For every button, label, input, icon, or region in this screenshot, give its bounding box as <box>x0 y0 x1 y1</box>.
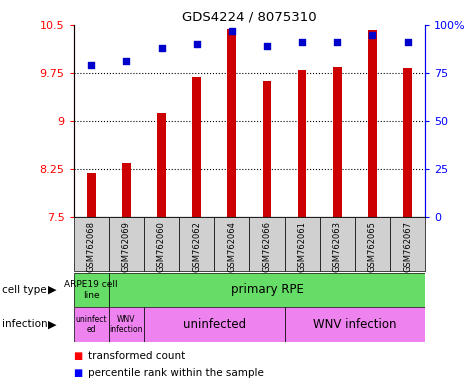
Point <box>263 43 271 49</box>
Bar <box>179 217 214 271</box>
Text: ▶: ▶ <box>48 285 56 295</box>
Point <box>369 31 376 38</box>
Bar <box>263 81 271 217</box>
Text: WNV infection: WNV infection <box>313 318 397 331</box>
Text: GSM762065: GSM762065 <box>368 221 377 271</box>
Bar <box>285 307 425 342</box>
Point <box>87 62 95 68</box>
Text: GSM762062: GSM762062 <box>192 221 201 271</box>
Point <box>158 45 165 51</box>
Bar <box>403 68 412 217</box>
Bar <box>298 70 306 217</box>
Bar <box>144 307 285 342</box>
Text: infection: infection <box>2 319 48 329</box>
Text: GSM762064: GSM762064 <box>228 221 236 271</box>
Bar <box>285 217 320 271</box>
Bar <box>368 30 377 217</box>
Text: ARPE19 cell
line: ARPE19 cell line <box>65 280 118 300</box>
Bar <box>122 162 131 217</box>
Text: ▶: ▶ <box>48 319 56 329</box>
Text: ■: ■ <box>74 351 83 361</box>
Bar <box>157 113 166 217</box>
Text: primary RPE: primary RPE <box>230 283 304 296</box>
Text: transformed count: transformed count <box>88 351 185 361</box>
Bar <box>192 78 201 217</box>
Text: WNV
infection: WNV infection <box>110 315 143 334</box>
Text: percentile rank within the sample: percentile rank within the sample <box>88 368 264 378</box>
Bar <box>355 217 390 271</box>
Text: ■: ■ <box>74 368 83 378</box>
Bar <box>74 217 109 271</box>
Point <box>228 28 236 34</box>
Bar <box>320 217 355 271</box>
Bar <box>249 217 285 271</box>
Text: GSM762066: GSM762066 <box>263 221 271 272</box>
Text: GSM762061: GSM762061 <box>298 221 306 271</box>
Bar <box>109 307 144 342</box>
Point <box>193 41 200 47</box>
Bar <box>390 217 425 271</box>
Bar <box>333 66 342 217</box>
Point <box>123 58 130 65</box>
Point <box>404 39 411 45</box>
Point <box>333 39 341 45</box>
Title: GDS4224 / 8075310: GDS4224 / 8075310 <box>182 11 317 24</box>
Text: uninfect
ed: uninfect ed <box>76 315 107 334</box>
Text: uninfected: uninfected <box>183 318 246 331</box>
Bar <box>109 217 144 271</box>
Point <box>298 39 306 45</box>
Text: cell type: cell type <box>2 285 47 295</box>
Bar <box>87 174 95 217</box>
Text: GSM762067: GSM762067 <box>403 221 412 272</box>
Text: GSM762069: GSM762069 <box>122 221 131 271</box>
Bar <box>214 217 249 271</box>
Bar <box>74 307 109 342</box>
Text: GSM762060: GSM762060 <box>157 221 166 271</box>
Bar <box>74 273 109 307</box>
Text: GSM762063: GSM762063 <box>333 221 342 272</box>
Text: GSM762068: GSM762068 <box>87 221 95 272</box>
Bar <box>228 30 236 217</box>
Bar <box>144 217 179 271</box>
